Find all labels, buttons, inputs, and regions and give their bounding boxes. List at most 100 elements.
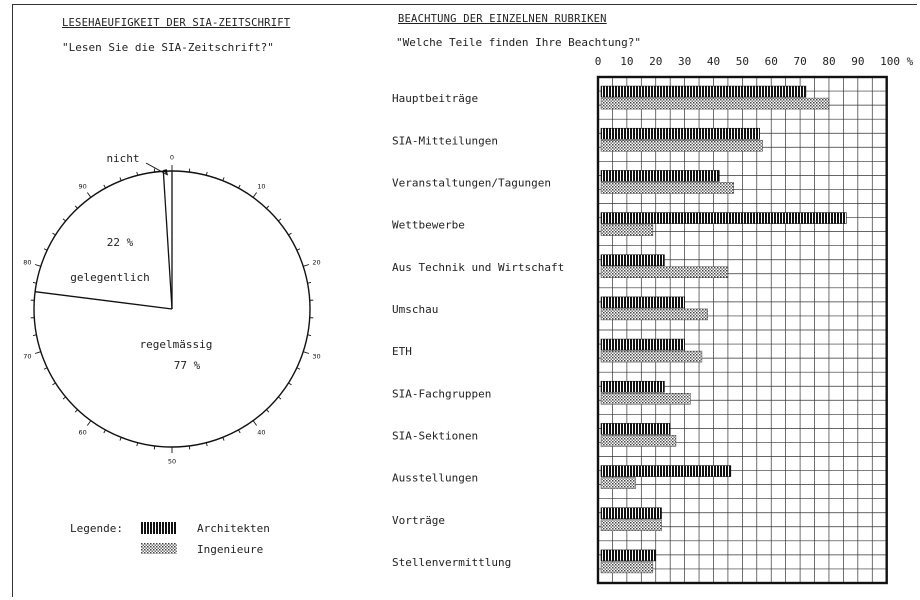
pie-scale-tick — [252, 192, 258, 198]
bar-ingenieure — [600, 393, 691, 405]
pie-scale-tick — [32, 334, 37, 336]
category-label: Hauptbeiträge — [392, 92, 478, 105]
pie-scale-tick — [43, 248, 48, 251]
pie-scale-tick — [288, 232, 292, 236]
pie-scale-tick — [278, 218, 282, 222]
bar-ingenieure — [600, 350, 703, 363]
left-panel-question: "Lesen Sie die SIA-Zeitschrift?" — [62, 41, 274, 54]
bar-ingenieure — [600, 435, 677, 447]
pie-value-regelmaessig: 77 % — [174, 359, 201, 372]
pie-scale-tick — [205, 171, 208, 176]
category-label: Vorträge — [392, 514, 445, 527]
pie-label-regelmaessig: regelmässig — [140, 338, 213, 351]
pie-scale-tick — [252, 420, 258, 426]
bar-architekten — [600, 380, 665, 393]
pie-scale-tick — [303, 264, 310, 267]
pie-scale-tick — [307, 282, 312, 284]
x-tick-label: 90 — [851, 55, 864, 68]
bar-ingenieure — [600, 519, 662, 531]
pie-scale-tick-label: 80 — [23, 259, 31, 267]
pie-scale-tick — [52, 232, 56, 236]
pie-scale-tick — [238, 184, 241, 189]
bar-architekten — [600, 549, 657, 562]
x-tick-label: 40 — [707, 55, 720, 68]
category-label: Aus Technik und Wirtschaft — [392, 261, 564, 274]
legend-label: Legende: — [70, 522, 123, 535]
pie-label-nicht: nicht — [106, 152, 139, 165]
bar-ingenieure — [600, 308, 708, 321]
pie-scale-tick — [296, 248, 301, 251]
right-panel-question: "Welche Teile finden Ihre Beachtung?" — [396, 36, 642, 49]
bar-ingenieure — [600, 140, 763, 152]
page-frame — [12, 4, 917, 597]
bar-architekten — [600, 465, 732, 477]
x-tick-label: 80 — [822, 55, 835, 68]
pie-slice-boundary-1 — [35, 291, 173, 310]
pie-scale-tick — [288, 382, 292, 386]
pie-scale-tick — [34, 351, 41, 354]
pie-arrowhead-nicht — [162, 169, 168, 176]
x-tick-label: 0 — [595, 55, 602, 68]
category-label: SIA-Sektionen — [392, 429, 478, 442]
legend-swatch-engineers — [141, 543, 177, 554]
bar-ingenieure — [600, 561, 654, 574]
pie-scale-tick — [62, 218, 66, 222]
pie-arrow-nicht — [145, 162, 169, 176]
bar-ingenieure — [600, 266, 729, 278]
category-label: SIA-Fachgruppen — [392, 387, 491, 400]
x-tick-label: 70 — [793, 55, 806, 68]
bar-architekten — [600, 170, 720, 182]
bar-architekten — [600, 423, 671, 435]
category-label: Umschau — [392, 303, 438, 316]
x-tick-label: 10 — [620, 55, 633, 68]
grid-frame — [596, 75, 888, 585]
pie-scale-tick-label: 90 — [79, 183, 87, 191]
pie-scale-tick-label: 70 — [23, 352, 31, 360]
x-tick-label: 100 % — [880, 55, 913, 68]
pie-slice-boundary-2 — [162, 171, 173, 310]
legend-architects: Architekten — [197, 522, 270, 535]
x-tick-label: 50 — [736, 55, 749, 68]
pie-scale-tick — [222, 177, 225, 181]
pie-scale-tick — [278, 396, 282, 400]
category-label: Veranstaltungen/Tagungen — [392, 176, 551, 189]
bar-architekten — [600, 212, 847, 224]
bar-architekten — [600, 507, 662, 520]
pie-scale-tick — [266, 409, 270, 413]
pie-scale-tick — [119, 177, 122, 181]
pie-scale-tick — [136, 171, 139, 176]
pie-scale-tick — [266, 205, 270, 209]
pie-scale-tick — [34, 264, 41, 267]
bar-architekten — [600, 127, 760, 140]
pie-scale-tick — [303, 351, 310, 354]
pie-scale-tick-label: 40 — [257, 428, 265, 436]
category-label: Ausstellungen — [392, 472, 478, 485]
pie-scale-tick — [296, 367, 301, 370]
category-label: SIA-Mitteilungen — [392, 134, 498, 147]
pie-scale-tick — [103, 184, 106, 189]
pie-scale-tick — [136, 442, 139, 447]
bar-architekten — [600, 338, 685, 351]
pie-scale-tick-label: 0 — [170, 154, 174, 162]
bar-architekten — [600, 254, 665, 267]
pie-scale-tick — [86, 420, 92, 426]
x-tick-label: 30 — [678, 55, 691, 68]
bar-architekten — [600, 85, 807, 98]
bar-ingenieure — [600, 477, 636, 489]
bar-ingenieure — [600, 224, 654, 236]
x-tick-label: 20 — [649, 55, 662, 68]
category-label: ETH — [392, 345, 412, 358]
pie-scale-tick-label: 20 — [312, 259, 320, 267]
x-tick-label: 60 — [765, 55, 778, 68]
pie-scale-tick — [32, 282, 37, 284]
pie-scale-tick — [86, 192, 92, 198]
pie-scale-tick-label: 30 — [312, 352, 320, 360]
category-label: Wettbewerbe — [392, 219, 465, 232]
pie-scale-tick — [205, 442, 208, 447]
legend-engineers: Ingenieure — [197, 543, 264, 556]
pie-scale-tick — [103, 429, 106, 434]
pie-scale-tick — [119, 437, 122, 441]
